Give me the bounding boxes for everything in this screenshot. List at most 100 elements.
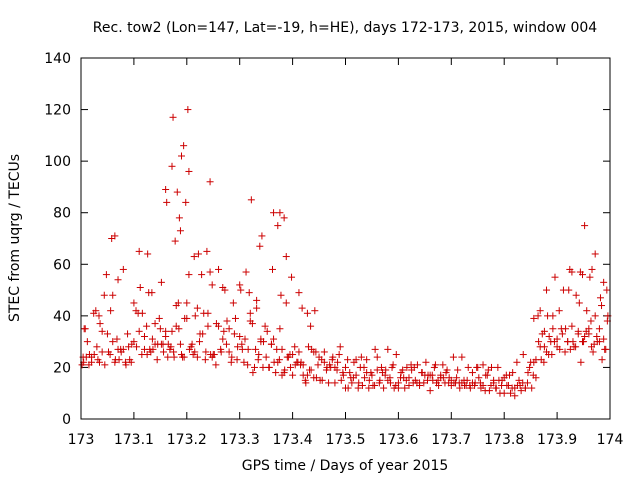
data-point: [119, 345, 127, 353]
data-point: [280, 214, 288, 222]
data-point: [577, 358, 585, 366]
data-point: [575, 299, 583, 307]
data-point: [143, 351, 151, 359]
data-point: [229, 299, 237, 307]
data-point: [377, 363, 385, 371]
data-point: [363, 369, 371, 377]
data-point: [236, 281, 244, 289]
x-tick-label: 173.4: [273, 432, 313, 448]
data-point: [402, 376, 410, 384]
data-point: [278, 345, 286, 353]
data-point: [222, 340, 230, 348]
data-point: [122, 361, 130, 369]
data-point: [262, 353, 270, 361]
x-tick-label: 173.5: [325, 432, 365, 448]
data-point: [401, 384, 409, 392]
data-point: [124, 330, 132, 338]
data-point: [346, 369, 354, 377]
data-point: [519, 379, 527, 387]
data-point: [93, 343, 101, 351]
data-point: [574, 330, 582, 338]
data-point: [168, 162, 176, 170]
y-tick-label: 40: [53, 309, 71, 325]
data-point: [249, 369, 257, 377]
data-point: [549, 325, 557, 333]
data-point: [513, 358, 521, 366]
data-point: [344, 356, 352, 364]
data-point: [289, 351, 297, 359]
data-point: [596, 294, 604, 302]
data-point: [198, 271, 206, 279]
data-point: [435, 381, 443, 389]
data-point: [490, 376, 498, 384]
data-point: [176, 340, 184, 348]
data-point: [544, 312, 552, 320]
data-point: [95, 312, 103, 320]
data-point: [426, 371, 434, 379]
data-point: [439, 361, 447, 369]
data-point: [431, 361, 439, 369]
data-point: [384, 376, 392, 384]
data-point: [299, 361, 307, 369]
data-point: [275, 356, 283, 364]
data-point: [598, 356, 606, 364]
data-point: [169, 113, 177, 121]
data-point: [111, 356, 119, 364]
data-point: [157, 278, 165, 286]
data-point: [464, 363, 472, 371]
data-point: [320, 348, 328, 356]
data-points: [78, 106, 612, 400]
x-tick-label: 173.8: [484, 432, 524, 448]
data-point: [397, 369, 405, 377]
data-point: [587, 317, 595, 325]
data-point: [135, 327, 143, 335]
data-point: [267, 340, 275, 348]
data-point: [172, 322, 180, 330]
data-point: [365, 384, 373, 392]
data-point: [254, 356, 262, 364]
data-point: [193, 353, 201, 361]
data-point: [389, 361, 397, 369]
data-point: [138, 309, 146, 317]
data-point: [361, 374, 369, 382]
data-point: [202, 348, 210, 356]
data-point: [492, 384, 500, 392]
data-point: [227, 358, 235, 366]
data-point: [196, 330, 204, 338]
data-point: [384, 345, 392, 353]
x-axis-ticks: 173 173.1 173.2 173.3 173.4 173.5 173.6 173.7 17…: [68, 58, 623, 448]
data-point: [558, 330, 566, 338]
data-point: [119, 265, 127, 273]
data-point: [543, 348, 551, 356]
data-point: [286, 363, 294, 371]
data-point: [403, 363, 411, 371]
data-point: [160, 348, 168, 356]
data-point: [231, 314, 239, 322]
data-point: [405, 381, 413, 389]
data-point: [81, 325, 89, 333]
data-point: [479, 381, 487, 389]
data-point: [598, 302, 606, 310]
data-point: [565, 286, 573, 294]
data-point: [536, 307, 544, 315]
data-point: [511, 384, 519, 392]
data-point: [88, 353, 96, 361]
data-point: [143, 322, 151, 330]
data-point: [349, 374, 357, 382]
data-point: [176, 227, 184, 235]
y-axis-label: STEC from uqrg / TECUs: [7, 154, 23, 322]
data-point: [344, 384, 352, 392]
data-point: [553, 335, 561, 343]
data-point: [265, 363, 273, 371]
data-point: [312, 374, 320, 382]
data-point: [302, 379, 310, 387]
data-point: [449, 353, 457, 361]
data-point: [380, 384, 388, 392]
data-point: [184, 106, 192, 114]
data-point: [482, 371, 490, 379]
data-point: [601, 345, 609, 353]
data-point: [298, 304, 306, 312]
data-point: [581, 222, 589, 230]
data-point: [168, 327, 176, 335]
x-tick-label: 173.3: [220, 432, 260, 448]
